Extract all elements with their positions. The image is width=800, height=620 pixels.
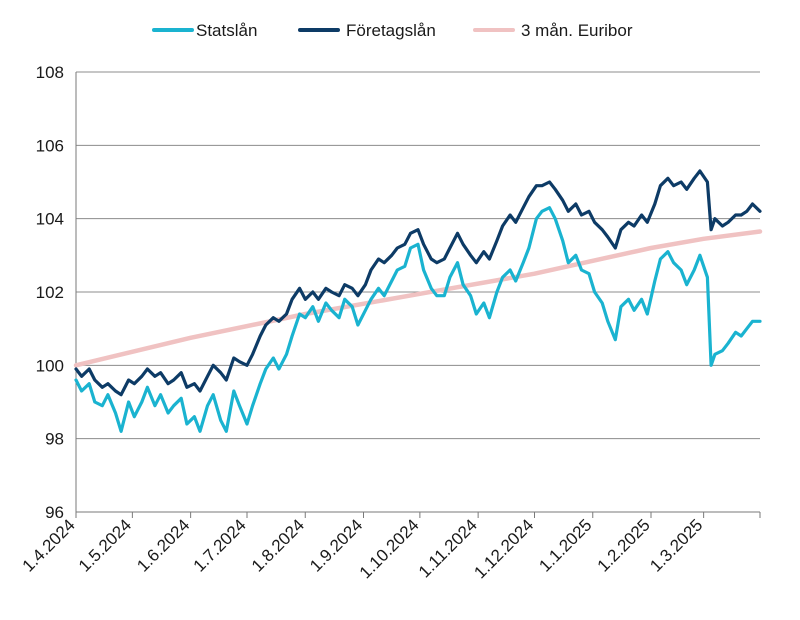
y-tick-label: 106	[36, 136, 64, 155]
legend-foretagslan-label: Företagslån	[346, 21, 436, 40]
y-tick-label: 104	[36, 210, 64, 229]
y-tick-labels: 96 98 100 102 104 106 108	[36, 63, 64, 522]
series-lines	[73, 169, 763, 433]
legend-euribor-label: 3 mån. Euribor	[521, 21, 633, 40]
x-tick-label: 1.2.2025	[594, 515, 654, 575]
series-line-foretagslan	[74, 169, 762, 397]
x-tick-label: 1.4.2024	[19, 515, 79, 575]
y-tick-label: 98	[45, 430, 64, 449]
x-tick-label: 1.6.2024	[133, 515, 193, 575]
axes	[75, 72, 761, 518]
y-tick-label: 100	[36, 356, 64, 375]
legend-statslan-label: Statslån	[196, 21, 257, 40]
x-tick-label: 1.8.2024	[248, 515, 308, 575]
y-tick-label: 96	[45, 503, 64, 522]
x-tick-label: 1.7.2024	[190, 515, 250, 575]
gridlines	[76, 71, 760, 440]
x-tick-label: 1.3.2025	[646, 515, 706, 575]
series-line-statslan	[74, 206, 762, 433]
legend: Statslån Företagslån 3 mån. Euribor	[152, 21, 633, 40]
x-tick-labels: 1.4.20241.5.20241.6.20241.7.20241.8.2024…	[19, 515, 707, 582]
series-line-euribor	[73, 229, 763, 368]
x-tick-label: 1.1.2025	[535, 515, 595, 575]
y-tick-label: 102	[36, 283, 64, 302]
x-tick-label: 1.12.2024	[470, 515, 537, 582]
x-tick-label: 1.10.2024	[356, 515, 423, 582]
x-tick-label: 1.5.2024	[75, 515, 135, 575]
x-tick-label: 1.11.2024	[415, 515, 481, 581]
y-tick-label: 108	[36, 63, 64, 82]
